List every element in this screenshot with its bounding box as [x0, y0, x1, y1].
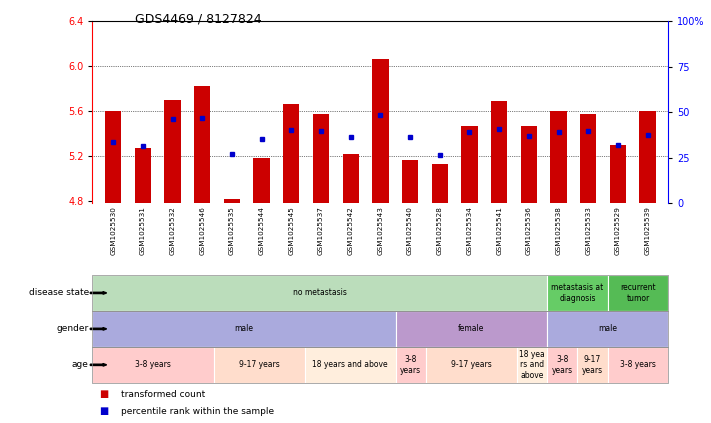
Bar: [402, 160, 418, 203]
Bar: [550, 111, 567, 203]
Text: GDS4469 / 8127824: GDS4469 / 8127824: [135, 13, 262, 26]
Text: 18 yea
rs and
above: 18 yea rs and above: [519, 350, 545, 380]
Bar: [164, 100, 181, 203]
Bar: [283, 104, 299, 203]
Bar: [610, 145, 626, 203]
Text: 18 years and above: 18 years and above: [312, 360, 388, 369]
Bar: [134, 148, 151, 203]
Bar: [313, 114, 329, 203]
Text: 3-8
years: 3-8 years: [400, 355, 421, 374]
Text: 9-17
years: 9-17 years: [582, 355, 603, 374]
Text: 3-8
years: 3-8 years: [552, 355, 573, 374]
Text: 3-8 years: 3-8 years: [620, 360, 656, 369]
Text: 9-17 years: 9-17 years: [239, 360, 279, 369]
Text: percentile rank within the sample: percentile rank within the sample: [121, 407, 274, 416]
Text: 9-17 years: 9-17 years: [451, 360, 492, 369]
Text: metastasis at
diagnosis: metastasis at diagnosis: [551, 283, 604, 302]
Bar: [254, 158, 269, 203]
Text: male: male: [598, 324, 617, 333]
Bar: [105, 111, 122, 203]
Bar: [432, 164, 448, 203]
Text: ■: ■: [100, 407, 109, 416]
Bar: [194, 86, 210, 203]
Text: recurrent
tumor: recurrent tumor: [620, 283, 656, 302]
Text: gender: gender: [57, 324, 89, 333]
Bar: [580, 114, 597, 203]
Bar: [461, 126, 478, 203]
Bar: [639, 111, 656, 203]
Bar: [491, 101, 507, 203]
Bar: [373, 59, 388, 203]
Bar: [224, 198, 240, 203]
Text: no metastasis: no metastasis: [293, 288, 347, 297]
Bar: [343, 154, 359, 203]
Text: transformed count: transformed count: [121, 390, 205, 399]
Text: 3-8 years: 3-8 years: [135, 360, 171, 369]
Text: male: male: [235, 324, 254, 333]
Text: ■: ■: [100, 390, 109, 399]
Bar: [520, 126, 537, 203]
Text: age: age: [72, 360, 89, 369]
Text: female: female: [458, 324, 484, 333]
Text: disease state: disease state: [28, 288, 89, 297]
